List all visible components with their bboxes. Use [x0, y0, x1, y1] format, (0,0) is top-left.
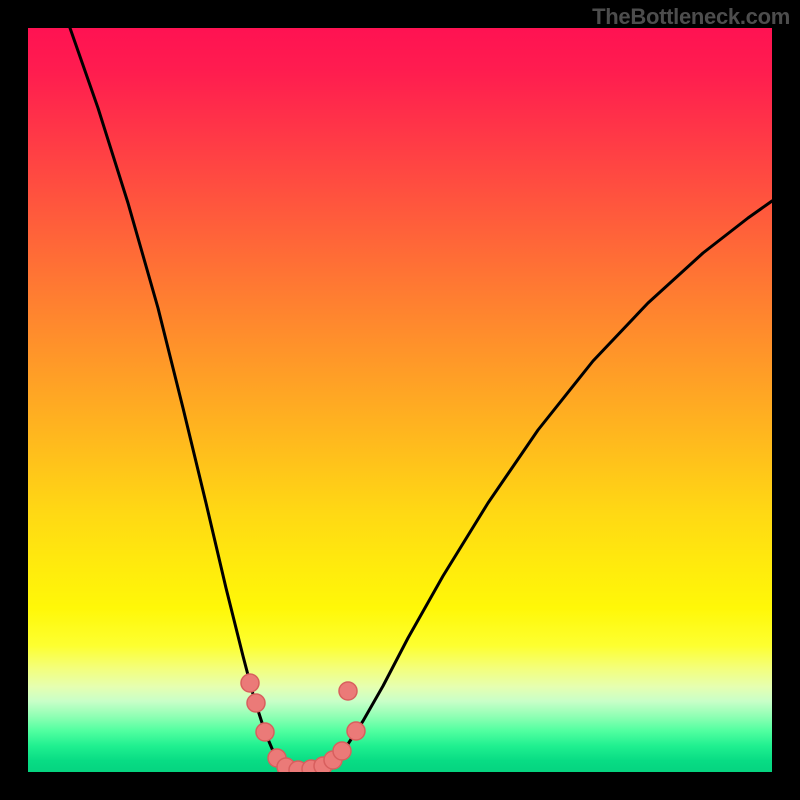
curve-right-branch: [293, 201, 772, 770]
marker-point: [241, 674, 259, 692]
marker-point: [347, 722, 365, 740]
marker-point: [339, 682, 357, 700]
plot-area: [28, 28, 772, 772]
curve-left-branch: [70, 28, 293, 770]
bottleneck-curve: [28, 28, 772, 772]
curve-markers: [241, 674, 365, 772]
marker-point: [333, 742, 351, 760]
marker-point: [256, 723, 274, 741]
attribution-text: TheBottleneck.com: [592, 4, 790, 30]
chart-frame: TheBottleneck.com: [0, 0, 800, 800]
marker-point: [247, 694, 265, 712]
